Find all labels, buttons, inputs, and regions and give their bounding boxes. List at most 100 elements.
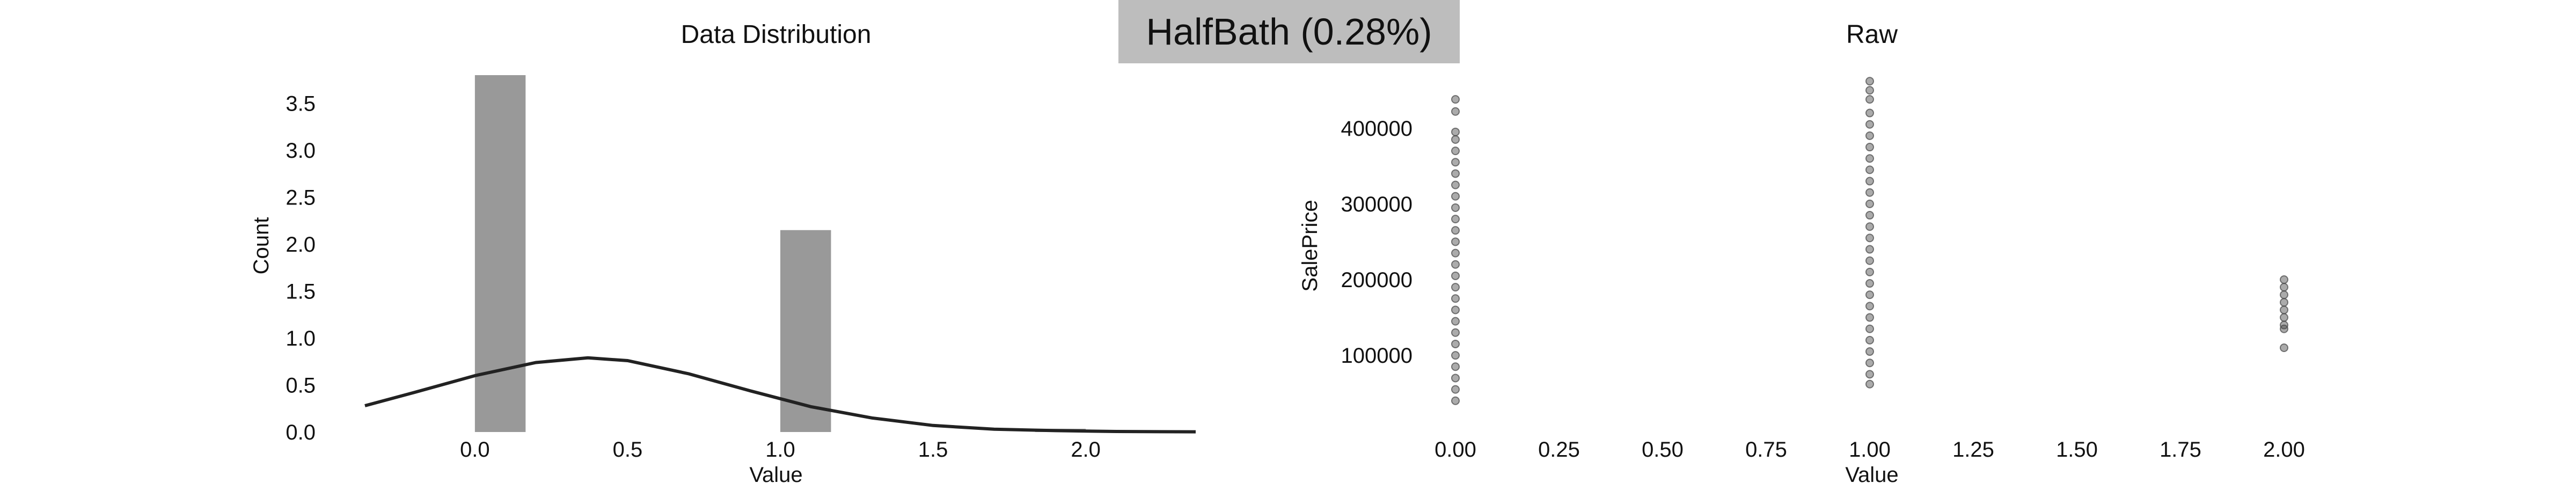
- scatter-point: [2280, 290, 2288, 299]
- scatter-point: [1451, 260, 1460, 269]
- scatter-point: [2280, 313, 2288, 322]
- scatter-point: [1451, 226, 1460, 235]
- scatter-point: [1451, 305, 1460, 314]
- histogram-bar-1: [780, 230, 831, 432]
- scatter-point: [1451, 147, 1460, 156]
- scatter-point: [2280, 343, 2288, 352]
- scatter-point: [1451, 351, 1460, 360]
- scatter-point: [1451, 135, 1460, 144]
- scatter-y-tick-label: 300000: [1341, 193, 1413, 216]
- scatter-title: Raw: [1846, 20, 1898, 49]
- scatter-point: [1451, 248, 1460, 258]
- scatter-point: [1865, 95, 1874, 104]
- scatter-point: [1451, 396, 1460, 405]
- histogram-x-tick-label: 1.5: [918, 438, 948, 462]
- scatter-x-tick-label: 1.50: [2056, 438, 2098, 462]
- histogram-y-tick-label: 3.0: [286, 139, 316, 163]
- scatter-point: [1451, 317, 1460, 326]
- scatter-point: [1865, 347, 1874, 356]
- scatter-point: [1451, 328, 1460, 337]
- histogram-x-tick-label: 0.5: [613, 438, 643, 462]
- histogram-y-axis-label: Count: [250, 217, 273, 275]
- scatter-point: [1865, 108, 1874, 118]
- scatter-point: [1865, 165, 1874, 174]
- scatter-point: [2280, 305, 2288, 314]
- scatter-x-tick-label: 0.75: [1745, 438, 1787, 462]
- feature-badge: HalfBath (0.28%): [1118, 0, 1460, 63]
- scatter-point: [1865, 211, 1874, 220]
- scatter-point: [2280, 298, 2288, 307]
- histogram-title: Data Distribution: [681, 20, 872, 49]
- density-curve: [364, 356, 1196, 434]
- scatter-point: [1451, 127, 1460, 136]
- histogram-bar-0: [474, 75, 526, 432]
- histogram-chart: Data Distribution 0.0 0.5 1.0 1.5 2.0 0.0 0.5…: [250, 20, 1196, 483]
- scatter-point: [1451, 158, 1460, 167]
- histogram-x-ticks: 0.0 0.5 1.0 1.5 2.0: [460, 438, 1101, 462]
- scatter-point: [1451, 95, 1460, 104]
- scatter-point: [1865, 77, 1874, 86]
- scatter-point: [1865, 267, 1874, 276]
- histogram-x-tick-label: 2.0: [1071, 438, 1101, 462]
- scatter-x-tick-label: 1.00: [1849, 438, 1891, 462]
- scatter-point: [1865, 358, 1874, 368]
- scatter-point: [1865, 177, 1874, 186]
- histogram-x-tick-label: 1.0: [765, 438, 795, 462]
- histogram-y-tick-label: 0.5: [286, 374, 316, 398]
- scatter-point: [1451, 385, 1460, 394]
- scatter-chart: Raw 0.00 0.25 0.50 0.75 1.00 1.25 1.50 1.75 2.00…: [1298, 20, 2305, 483]
- histogram-y-tick-label: 3.5: [286, 92, 316, 116]
- scatter-point: [1865, 290, 1874, 299]
- scatter-point: [1451, 283, 1460, 292]
- histogram-y-tick-label: 1.0: [286, 327, 316, 350]
- scatter-point: [1865, 131, 1874, 140]
- scatter-points: [1451, 77, 2288, 405]
- scatter-point: [1451, 271, 1460, 280]
- scatter-point: [1451, 339, 1460, 348]
- histogram-x-tick-label: 0.0: [460, 438, 490, 462]
- scatter-point: [1865, 199, 1874, 208]
- scatter-point: [1451, 237, 1460, 246]
- scatter-point: [1865, 313, 1874, 322]
- histogram-y-tick-label: 2.0: [286, 233, 316, 257]
- histogram-y-tick-label: 2.5: [286, 186, 316, 210]
- scatter-x-tick-label: 2.00: [2263, 438, 2305, 462]
- scatter-y-ticks: 100000 200000 300000 400000: [1341, 117, 1413, 368]
- scatter-point: [1865, 256, 1874, 265]
- scatter-point: [1865, 222, 1874, 231]
- scatter-point: [1451, 192, 1460, 201]
- scatter-point: [1451, 294, 1460, 303]
- scatter-x-tick-label: 0.25: [1538, 438, 1580, 462]
- scatter-point: [1865, 86, 1874, 95]
- histogram-y-tick-label: 1.5: [286, 280, 316, 304]
- scatter-point: [1865, 245, 1874, 254]
- scatter-point: [1865, 233, 1874, 243]
- scatter-x-tick-label: 0.00: [1435, 438, 1476, 462]
- scatter-point: [1865, 279, 1874, 288]
- scatter-y-axis-label: SalePrice: [1298, 200, 1322, 291]
- scatter-point: [1865, 302, 1874, 311]
- scatter-y-tick-label: 100000: [1341, 344, 1413, 368]
- scatter-point: [1865, 370, 1874, 379]
- scatter-x-tick-label: 1.75: [2160, 438, 2201, 462]
- scatter-point: [1865, 120, 1874, 129]
- scatter-point: [1451, 169, 1460, 178]
- histogram-y-ticks: 0.0 0.5 1.0 1.5 2.0 2.5 3.0 3.5: [286, 92, 316, 445]
- scatter-x-axis-label: Value: [1845, 463, 1898, 483]
- scatter-point: [1451, 107, 1460, 116]
- scatter-point: [1451, 180, 1460, 189]
- scatter-point: [1451, 374, 1460, 383]
- scatter-y-tick-label: 200000: [1341, 268, 1413, 292]
- scatter-point: [2280, 283, 2288, 292]
- scatter-x-ticks: 0.00 0.25 0.50 0.75 1.00 1.25 1.50 1.75 2.00: [1435, 438, 2305, 462]
- scatter-point: [1865, 335, 1874, 345]
- scatter-point: [1451, 215, 1460, 224]
- scatter-point: [2280, 320, 2288, 330]
- scatter-point: [1451, 362, 1460, 371]
- scatter-point: [1865, 188, 1874, 197]
- histogram-y-tick-label: 0.0: [286, 421, 316, 444]
- scatter-x-tick-label: 0.50: [1642, 438, 1684, 462]
- scatter-point: [1865, 379, 1874, 389]
- scatter-y-tick-label: 400000: [1341, 117, 1413, 141]
